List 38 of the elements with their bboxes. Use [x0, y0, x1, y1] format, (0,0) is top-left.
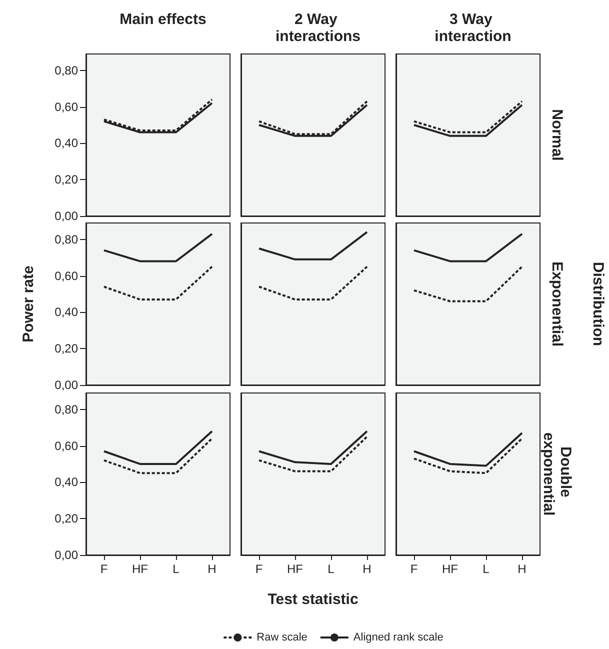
x-tick-label: H — [208, 562, 216, 576]
x-tick-label: L — [328, 562, 335, 576]
x-tick-label: H — [362, 562, 372, 576]
legend-label: Aligned rank scale — [353, 632, 444, 644]
y-tick-label: 0,20 — [54, 512, 78, 526]
y-tick-label: 0,80 — [54, 402, 78, 416]
y-axis-title: Power rate — [20, 266, 37, 342]
y-tick-label: 0,60 — [54, 268, 78, 283]
y-tick-label: 0,20 — [54, 342, 78, 356]
y-tick-label: 0,00 — [54, 378, 78, 392]
x-tick-label: L — [172, 562, 180, 576]
text: Exponential — [548, 261, 566, 347]
x-tick-label: F — [255, 562, 263, 576]
x-tick-label: H — [518, 562, 526, 576]
text: Distribution — [590, 262, 606, 346]
x-tick-label: HF — [442, 562, 458, 576]
x-tick-label: HF — [132, 562, 148, 576]
y-tick-label: 0,40 — [54, 136, 78, 150]
y-tick-label: 0,80 — [54, 232, 78, 246]
y-tick-label: 0,00 — [54, 209, 78, 223]
annotation: Double exponential — [540, 432, 574, 516]
chart-title: Main effects — [120, 11, 206, 28]
y-tick-label: 0,00 — [54, 548, 78, 562]
legend-label: Raw scale — [256, 632, 308, 644]
x-tick-label: L — [482, 562, 490, 576]
chart-title: 2 Way interactions — [275, 11, 361, 45]
y-tick-label: 0,60 — [54, 100, 78, 114]
x-tick-label: HF — [287, 562, 303, 576]
y-tick-label: 0,60 — [54, 438, 78, 453]
text: Normal — [548, 109, 566, 161]
chart-title: 3 Way interaction — [434, 11, 512, 45]
x-tick-label: F — [100, 562, 108, 576]
y-tick-label: 0,80 — [54, 63, 78, 78]
x-tick-label: F — [410, 562, 418, 576]
y-tick-label: 0,40 — [54, 305, 78, 320]
y-tick-label: 0,20 — [54, 172, 78, 187]
x-axis-title: Test statistic — [268, 591, 358, 608]
y-tick-label: 0,40 — [54, 475, 78, 490]
